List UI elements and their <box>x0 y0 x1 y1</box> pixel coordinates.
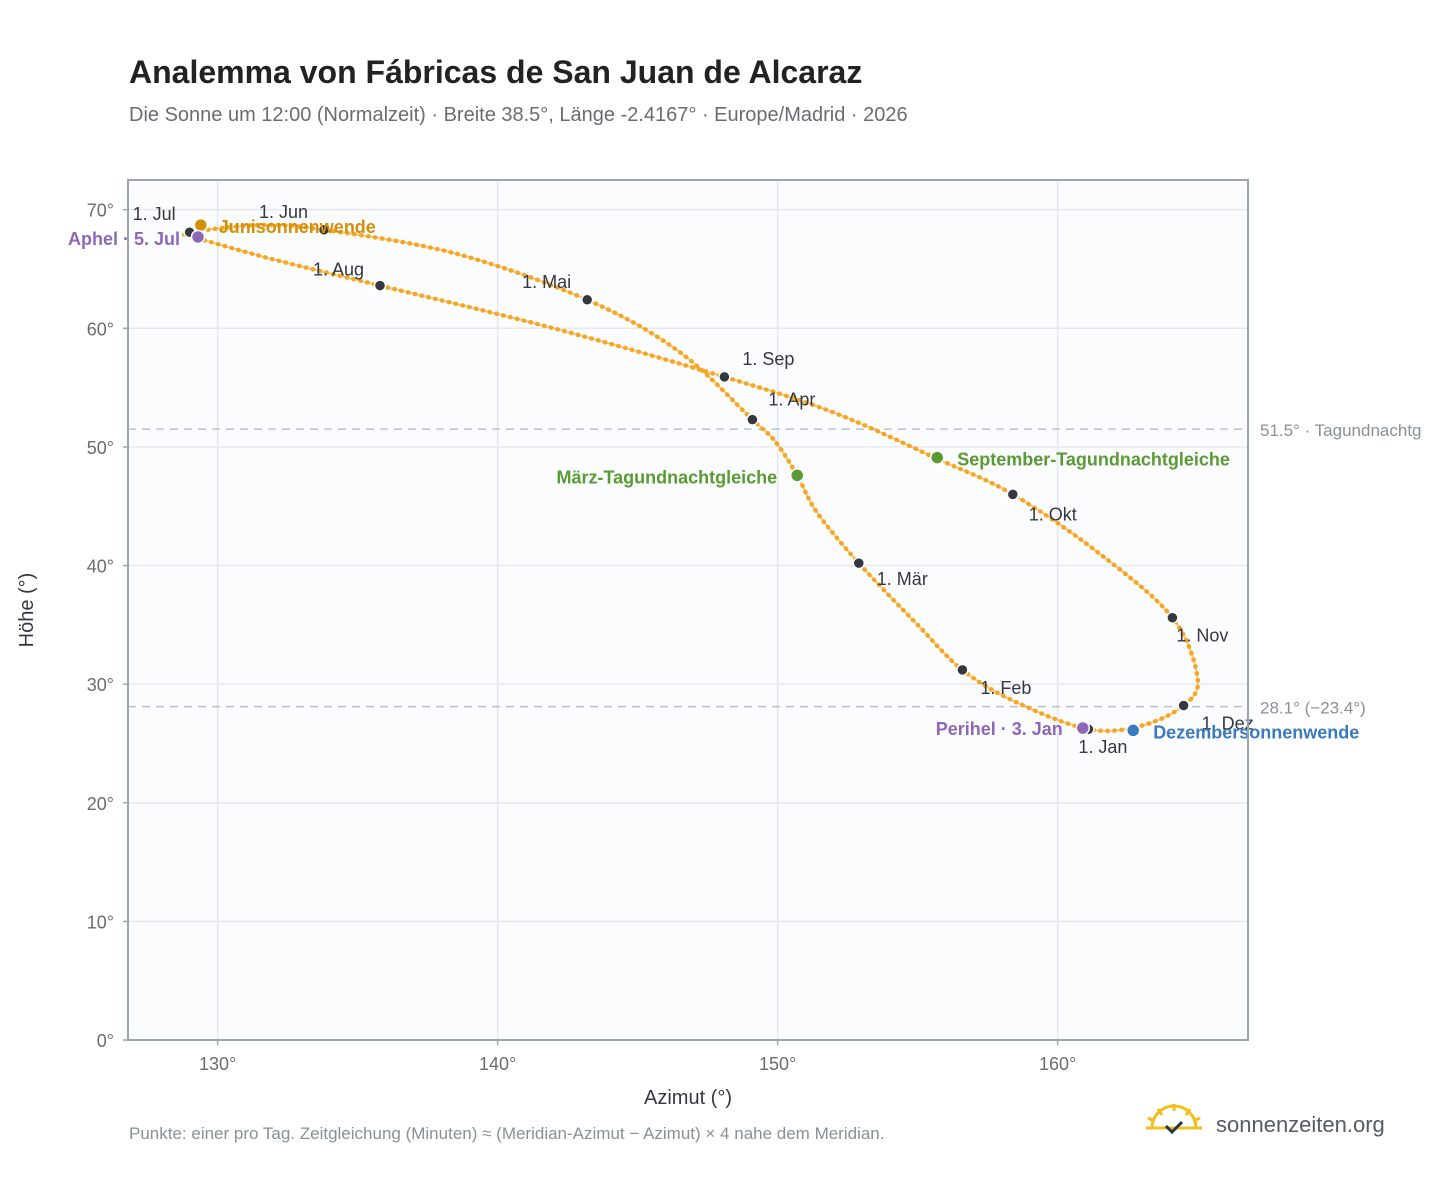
event-point <box>929 450 945 465</box>
event-points: Junisonnenwende Aphel · 5. Jul März-Tagund… <box>68 217 1359 742</box>
month-label: 1. Jan <box>1078 737 1127 757</box>
axis-ticks: 130° 140° 150° 160° 0° 10° 20° 30° 40° 50° 60° 70° <box>87 201 1076 1074</box>
page-subtitle: Die Sonne um 12:00 (Normalzeit) · Breite… <box>129 104 908 126</box>
month-point <box>580 293 594 307</box>
y-tick-label: 50° <box>87 438 114 458</box>
event-point <box>789 468 805 483</box>
plot-frame <box>127 179 1249 1041</box>
month-point <box>317 223 331 237</box>
event-label: Dezembersonnenwende <box>1153 722 1359 742</box>
x-tick-label: 150° <box>759 1054 796 1074</box>
reference-lines: 51.5° · Tagundnachtg 28.1° (−23.4°) <box>128 421 1422 718</box>
x-tick-label: 140° <box>479 1054 516 1074</box>
event-label: Aphel · 5. Jul <box>68 229 180 249</box>
event-point <box>193 217 209 233</box>
event-point <box>1125 723 1141 738</box>
y-tick-label: 0° <box>97 1031 114 1051</box>
month-label: 1. Jun <box>259 202 308 222</box>
month-point <box>1166 611 1179 624</box>
event-point <box>190 229 206 245</box>
footnote: Punkte: einer pro Tag. Zeitgleichung (Mi… <box>129 1124 885 1143</box>
y-axis-label: Höhe (°) <box>16 573 38 648</box>
month-label: 1. Feb <box>980 678 1031 698</box>
y-tick-label: 20° <box>87 794 114 814</box>
month-label: 1. Apr <box>768 390 815 410</box>
month-points: 1. Jan 1. Feb 1. Mär 1. Apr 1. Mai 1. Jun 1. J… <box>133 202 1254 757</box>
month-point <box>956 663 969 677</box>
y-tick-label: 60° <box>87 319 114 339</box>
month-label: 1. Mai <box>522 272 571 292</box>
reference-line-label: 28.1° (−23.4°) <box>1260 699 1366 718</box>
event-label: September-Tagundnachtgleiche <box>957 450 1230 470</box>
y-tick-label: 40° <box>87 557 114 577</box>
plot-area <box>128 180 1248 1040</box>
y-tick-label: 10° <box>87 912 114 932</box>
y-tick-label: 70° <box>87 201 114 221</box>
month-point <box>1006 488 1020 501</box>
sun-icon <box>1146 1104 1202 1135</box>
grid-lines <box>128 180 1248 1041</box>
event-label: März-Tagundnachtgleiche <box>557 467 778 487</box>
month-point <box>746 413 759 426</box>
x-tick-label: 160° <box>1039 1054 1076 1074</box>
event-label: Perihel · 3. Jan <box>936 719 1063 739</box>
month-label: 1. Jul <box>133 204 176 224</box>
x-axis-label: Azimut (°) <box>644 1087 732 1109</box>
event-label: Junisonnenwende <box>219 217 376 237</box>
x-tick-label: 130° <box>199 1054 236 1074</box>
month-point <box>1177 699 1190 712</box>
month-label: 1. Mär <box>877 569 928 589</box>
month-point <box>718 370 731 384</box>
month-label: 1. Sep <box>742 349 794 369</box>
month-label: 1. Okt <box>1029 504 1077 524</box>
reference-line-label: 51.5° · Tagundnachtg <box>1260 421 1422 440</box>
page-title: Analemma von Fábricas de San Juan de Alc… <box>129 54 863 90</box>
month-point <box>373 279 387 292</box>
brand-name: sonnenzeiten.org <box>1216 1112 1385 1137</box>
month-point <box>852 556 866 570</box>
month-label: 1. Dez <box>1202 713 1254 733</box>
month-label: 1. Aug <box>313 260 364 280</box>
event-point <box>1075 720 1091 736</box>
month-label: 1. Nov <box>1176 626 1228 646</box>
brand-logo[interactable]: sonnenzeiten.org <box>1146 1104 1406 1144</box>
y-tick-label: 30° <box>87 675 114 695</box>
